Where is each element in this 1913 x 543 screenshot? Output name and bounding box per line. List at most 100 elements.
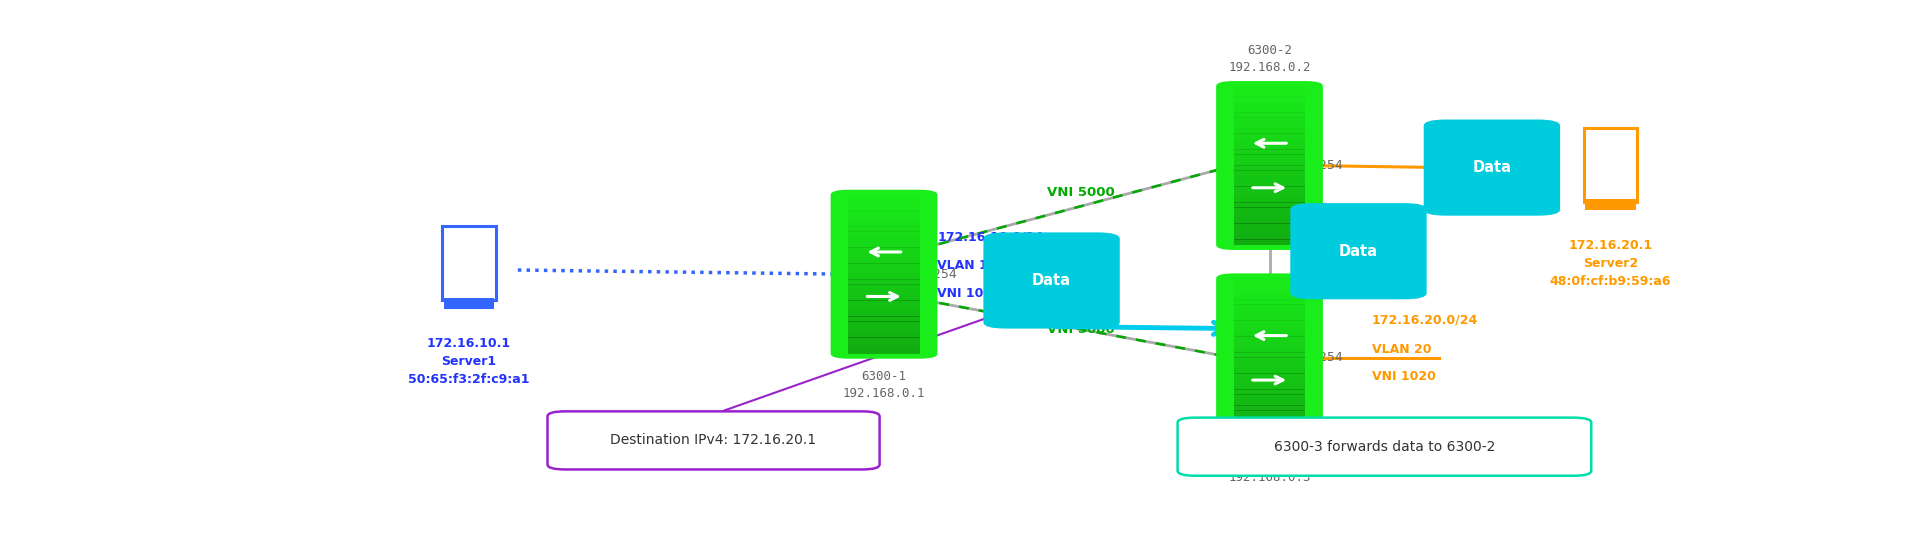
- FancyBboxPatch shape: [1234, 384, 1305, 390]
- Text: Data: Data: [1339, 244, 1377, 258]
- FancyBboxPatch shape: [849, 247, 920, 253]
- FancyBboxPatch shape: [849, 279, 920, 285]
- FancyBboxPatch shape: [849, 332, 920, 338]
- Text: 172.16.20.1
Server2
48:0f:cf:b9:59:a6: 172.16.20.1 Server2 48:0f:cf:b9:59:a6: [1550, 239, 1672, 288]
- FancyBboxPatch shape: [1234, 181, 1305, 187]
- FancyBboxPatch shape: [1234, 160, 1305, 166]
- FancyBboxPatch shape: [1217, 273, 1324, 443]
- FancyBboxPatch shape: [1234, 149, 1305, 155]
- Text: VLAN 20: VLAN 20: [1372, 343, 1431, 356]
- FancyBboxPatch shape: [1234, 331, 1305, 337]
- Text: VNI 1020: VNI 1020: [1448, 188, 1513, 201]
- FancyBboxPatch shape: [1234, 192, 1305, 197]
- Text: Data: Data: [1473, 160, 1511, 175]
- FancyBboxPatch shape: [444, 298, 494, 308]
- FancyBboxPatch shape: [1234, 416, 1305, 421]
- FancyBboxPatch shape: [1234, 117, 1305, 123]
- FancyBboxPatch shape: [1234, 165, 1305, 171]
- FancyBboxPatch shape: [1234, 395, 1305, 400]
- FancyBboxPatch shape: [1234, 207, 1305, 213]
- FancyBboxPatch shape: [1234, 299, 1305, 305]
- FancyBboxPatch shape: [1234, 218, 1305, 224]
- FancyBboxPatch shape: [1234, 144, 1305, 150]
- FancyBboxPatch shape: [849, 327, 920, 332]
- FancyBboxPatch shape: [849, 306, 920, 311]
- FancyBboxPatch shape: [1234, 315, 1305, 321]
- Text: 6300-3 forwards data to 6300-2: 6300-3 forwards data to 6300-2: [1274, 440, 1496, 454]
- FancyBboxPatch shape: [849, 337, 920, 343]
- FancyBboxPatch shape: [849, 343, 920, 349]
- FancyBboxPatch shape: [1234, 426, 1305, 432]
- FancyBboxPatch shape: [849, 295, 920, 301]
- FancyBboxPatch shape: [1234, 347, 1305, 352]
- FancyBboxPatch shape: [983, 232, 1119, 329]
- Text: VNI 1010: VNI 1010: [937, 287, 1000, 300]
- FancyBboxPatch shape: [849, 263, 920, 269]
- FancyBboxPatch shape: [1234, 357, 1305, 363]
- FancyBboxPatch shape: [1234, 123, 1305, 129]
- Text: VNI 1020: VNI 1020: [1372, 370, 1435, 383]
- Text: 6300-3
192.168.0.3: 6300-3 192.168.0.3: [1228, 454, 1310, 484]
- FancyBboxPatch shape: [830, 190, 937, 359]
- FancyBboxPatch shape: [849, 258, 920, 263]
- FancyBboxPatch shape: [1234, 239, 1305, 245]
- Text: .254: .254: [1316, 351, 1343, 364]
- FancyBboxPatch shape: [849, 252, 920, 258]
- FancyBboxPatch shape: [1234, 234, 1305, 239]
- Text: .254: .254: [930, 268, 958, 281]
- FancyBboxPatch shape: [1234, 202, 1305, 208]
- FancyBboxPatch shape: [1234, 405, 1305, 411]
- FancyBboxPatch shape: [1289, 203, 1427, 299]
- FancyBboxPatch shape: [1586, 199, 1636, 210]
- Text: VLAN 10: VLAN 10: [937, 260, 997, 273]
- FancyBboxPatch shape: [1217, 81, 1324, 250]
- FancyBboxPatch shape: [849, 237, 920, 242]
- FancyBboxPatch shape: [849, 311, 920, 317]
- FancyBboxPatch shape: [1234, 310, 1305, 315]
- FancyBboxPatch shape: [849, 348, 920, 353]
- FancyBboxPatch shape: [1234, 336, 1305, 342]
- Text: 172.16.20.0/24: 172.16.20.0/24: [1372, 314, 1479, 327]
- FancyBboxPatch shape: [1234, 176, 1305, 181]
- FancyBboxPatch shape: [1234, 389, 1305, 395]
- Text: VNI 5000: VNI 5000: [1046, 323, 1115, 336]
- FancyBboxPatch shape: [849, 242, 920, 248]
- FancyBboxPatch shape: [1234, 411, 1305, 416]
- FancyBboxPatch shape: [849, 268, 920, 274]
- FancyBboxPatch shape: [1234, 134, 1305, 139]
- FancyBboxPatch shape: [1234, 171, 1305, 176]
- FancyBboxPatch shape: [1234, 223, 1305, 229]
- FancyBboxPatch shape: [1234, 320, 1305, 326]
- Text: VNI 5000: VNI 5000: [1046, 186, 1115, 199]
- FancyBboxPatch shape: [1234, 138, 1305, 144]
- FancyBboxPatch shape: [442, 226, 495, 300]
- FancyBboxPatch shape: [1234, 368, 1305, 374]
- FancyBboxPatch shape: [1234, 107, 1305, 112]
- FancyBboxPatch shape: [1234, 213, 1305, 218]
- FancyBboxPatch shape: [1234, 229, 1305, 235]
- FancyBboxPatch shape: [1234, 128, 1305, 134]
- Text: 172.16.20.0/24: 172.16.20.0/24: [1448, 134, 1555, 147]
- FancyBboxPatch shape: [849, 231, 920, 237]
- FancyBboxPatch shape: [849, 289, 920, 295]
- FancyBboxPatch shape: [1234, 342, 1305, 347]
- Text: 172.16.10.1
Server1
50:65:f3:2f:c9:a1: 172.16.10.1 Server1 50:65:f3:2f:c9:a1: [407, 337, 530, 386]
- FancyBboxPatch shape: [1234, 197, 1305, 203]
- FancyBboxPatch shape: [849, 216, 920, 221]
- FancyBboxPatch shape: [849, 300, 920, 306]
- Text: Destination IPv4: 172.16.20.1: Destination IPv4: 172.16.20.1: [610, 433, 817, 447]
- FancyBboxPatch shape: [849, 316, 920, 322]
- FancyBboxPatch shape: [1234, 363, 1305, 369]
- FancyBboxPatch shape: [1584, 128, 1638, 201]
- FancyBboxPatch shape: [1234, 326, 1305, 331]
- FancyBboxPatch shape: [1234, 378, 1305, 384]
- FancyBboxPatch shape: [1234, 400, 1305, 406]
- FancyBboxPatch shape: [1234, 112, 1305, 118]
- Text: 6300-1
192.168.0.1: 6300-1 192.168.0.1: [844, 370, 926, 400]
- FancyBboxPatch shape: [849, 274, 920, 280]
- Text: 172.16.10.0/24: 172.16.10.0/24: [937, 230, 1044, 243]
- Text: .254: .254: [1316, 159, 1343, 172]
- FancyBboxPatch shape: [1178, 418, 1592, 476]
- FancyBboxPatch shape: [1234, 421, 1305, 427]
- Text: 6300-2
192.168.0.2: 6300-2 192.168.0.2: [1228, 43, 1310, 73]
